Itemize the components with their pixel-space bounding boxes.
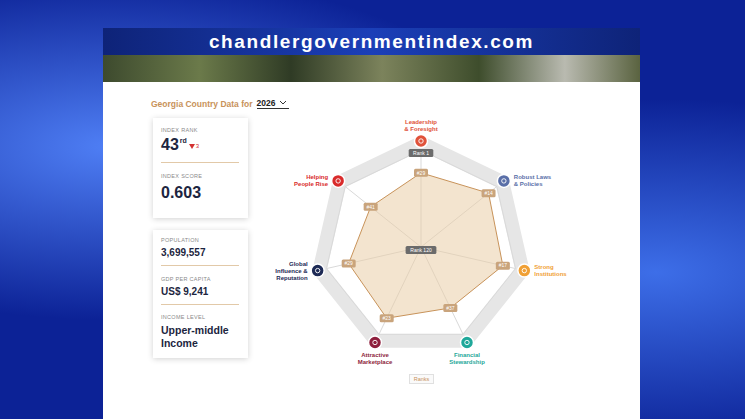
html-text:Georgia Country Data for 2026: Georgia Country Data for 2026 <box>151 98 276 109</box>
svg-text:StrongInstitutions: StrongInstitutions <box>534 264 567 277</box>
svg-text:#37: #37 <box>446 305 455 311</box>
html-text:3,699,557: 3,699,557 <box>161 247 206 258</box>
html-text:0.603: 0.603 <box>161 184 201 201</box>
html-text:GDP PER CAPITA: GDP PER CAPITA <box>161 276 211 282</box>
html-text:INDEX RANK: INDEX RANK <box>161 127 198 133</box>
svg-text:#23: #23 <box>383 315 392 321</box>
svg-text:#41: #41 <box>366 204 375 210</box>
svg-text:HelpingPeople Rise: HelpingPeople Rise <box>294 174 329 187</box>
svg-text:#14: #14 <box>484 190 493 196</box>
svg-text:GlobalInfluence &Reputation: GlobalInfluence &Reputation <box>275 261 308 281</box>
html-text:US$ 9,241: US$ 9,241 <box>161 286 209 297</box>
html-text:chandlergovernmentindex.com: chandlergovernmentindex.com <box>208 31 534 52</box>
html-text:rd: rd <box>179 137 187 144</box>
svg-text:#17: #17 <box>499 262 508 268</box>
html-text:INCOME LEVEL: INCOME LEVEL <box>161 314 206 320</box>
svg-text:Rank 120: Rank 120 <box>410 247 432 253</box>
html-text:Upper-middle Income: Upper-middle Income <box>161 324 229 349</box>
svg-text:FinancialStewardship: FinancialStewardship <box>449 352 485 365</box>
svg-text:Robust Laws& Policies: Robust Laws& Policies <box>514 174 552 187</box>
svg-text:Leadership& Foresight: Leadership& Foresight <box>404 119 437 132</box>
svg-text:AttractiveMarketplace: AttractiveMarketplace <box>358 352 393 365</box>
svg-text:#29: #29 <box>417 170 426 176</box>
html-text:INDEX SCORE: INDEX SCORE <box>161 173 203 179</box>
html-text:43: 43 <box>161 136 179 153</box>
html-text:Ranks: Ranks <box>413 376 430 382</box>
html-text:3: 3 <box>195 143 200 149</box>
svg-text:#29: #29 <box>345 260 354 266</box>
svg-text:Rank 1: Rank 1 <box>413 150 429 156</box>
html-text:POPULATION: POPULATION <box>161 237 199 243</box>
